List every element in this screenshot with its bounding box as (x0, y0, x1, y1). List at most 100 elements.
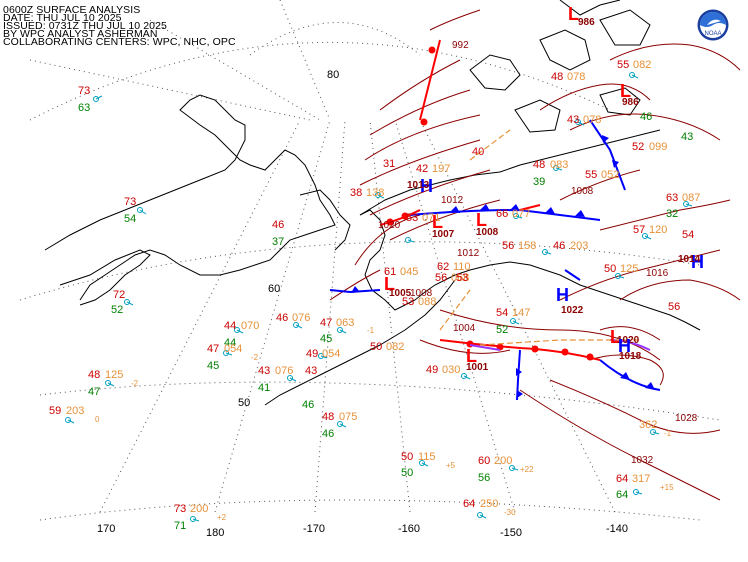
station-temp: 53 (402, 296, 414, 308)
station-pressure: 115 (418, 451, 436, 463)
station-tendency: -30 (504, 508, 516, 517)
station-temp: 56 (435, 272, 447, 284)
meridian-m170 (314, 119, 346, 513)
station-tendency: -2 (251, 353, 259, 362)
station-temp: 56 (502, 240, 514, 252)
station-temp: 55 (585, 169, 597, 181)
isobar-label: 1012 (441, 195, 464, 206)
station-temp: 54 (496, 307, 508, 319)
cold-front-teeth (351, 135, 655, 398)
station-temp: 46 (272, 219, 284, 231)
station-temp: 48 (551, 71, 563, 83)
station-pressure: 250 (480, 498, 498, 510)
station-pressure: 110 (453, 261, 471, 273)
station-temp: 48 (533, 159, 545, 171)
isobar-label: 1028 (675, 413, 698, 424)
station-pressure: 087 (682, 192, 700, 204)
arctic-islands-c (599, 9, 651, 46)
lon-label-m170: -170 (303, 523, 325, 535)
station-pressure: 138 (366, 187, 384, 199)
station-dew: 32 (666, 208, 678, 220)
latitude-line-50 (39, 381, 721, 421)
low-center-symbol: L (568, 4, 579, 24)
station-pressure: 075 (339, 411, 357, 423)
station-temp: 73 (124, 196, 136, 208)
low-center-value: 1020 (617, 335, 640, 346)
station-temp: 56 (668, 301, 680, 313)
station-temp: 73 (78, 85, 90, 97)
alaska-north-coast (359, 171, 501, 216)
station-tendency: +2 (217, 513, 227, 522)
isobar-label: 1004 (453, 323, 476, 334)
station-temp: 63 (666, 192, 678, 204)
station-temp: 59 (49, 405, 61, 417)
latitude-line-80 (249, 22, 421, 56)
noaa-logo-text: NOAA (704, 31, 721, 37)
station-pressure: 125 (105, 369, 123, 381)
low-center-symbol: L (620, 81, 631, 101)
kamchatka-coast (59, 249, 151, 306)
high-center-value: 1018 (619, 351, 642, 362)
station-temp: 43 (681, 131, 693, 143)
station-pressure: 054 (322, 348, 340, 360)
station-temp: 43 (305, 365, 317, 377)
station-temp: 42 (416, 163, 428, 175)
station-dew: 47 (88, 386, 100, 398)
station-pressure: 088 (418, 296, 436, 308)
station-pressure: 052 (601, 169, 619, 181)
low-center-symbol: L (466, 346, 477, 366)
low-center-value: 1007 (432, 229, 455, 240)
low-center-symbol: L (432, 212, 443, 232)
low-center-value: 1005 (389, 288, 412, 299)
station-pressure: 158 (518, 240, 536, 252)
alaska-peninsula (264, 279, 456, 406)
lon-label-m150: -150 (500, 527, 522, 539)
station-pressure: 203 (570, 240, 588, 252)
alaska-west-coast (359, 209, 456, 311)
station-dew: 45 (207, 360, 219, 372)
station-pressure: 063 (336, 317, 354, 329)
station-tendency: 0 (95, 415, 100, 424)
isobar-label: 1008 (571, 186, 594, 197)
station-temp: 31 (383, 158, 395, 170)
station-temp: 46 (640, 111, 652, 123)
station-temp: 46 (553, 240, 565, 252)
station-tendency: -1 (367, 326, 375, 335)
low-center-symbol: L (610, 327, 621, 347)
station-temp: 60 (478, 455, 490, 467)
station-pressure: 054 (224, 343, 242, 355)
meridian-180 (214, 119, 331, 513)
station-pressure: 200 (190, 503, 208, 515)
station-dew: 46 (302, 399, 314, 411)
station-pressure: 078 (583, 114, 601, 126)
warm-front-bumps (386, 46, 594, 361)
station-temp: 43 (258, 365, 270, 377)
station-tendency: +22 (520, 465, 534, 474)
station-temp: 72 (113, 289, 125, 301)
station-temp: 44 (224, 320, 236, 332)
station-dew: 54 (124, 213, 136, 225)
header-line-5: COLLABORATING CENTERS: WPC, NHC, OPC (3, 36, 236, 48)
header-line-4: BY WPC ANALYST ASHERMAN (3, 28, 158, 40)
high-center-symbol: H (691, 252, 704, 272)
high-center-value: 1014 (678, 254, 701, 265)
station-tendency: -2 (131, 379, 139, 388)
station-pressure: 317 (632, 473, 650, 485)
low-center-value: 1008 (476, 227, 499, 238)
high-center-value: 1013 (407, 180, 430, 191)
station-pressure: 045 (400, 266, 418, 278)
station-pressure: 197 (432, 163, 450, 175)
station-dew: 52 (496, 324, 508, 336)
high-center-value: 1022 (561, 305, 584, 316)
station-dew: 45 (320, 333, 332, 345)
high-center-symbol: H (420, 176, 433, 196)
station-temp: 48 (88, 369, 100, 381)
station-observations: 73 63 46 37 72 52 73 54 44 070 44 47 054… (49, 59, 700, 532)
occluded-fronts (469, 339, 651, 351)
station-temp: 62 (437, 261, 449, 273)
meridian-170 (99, 119, 301, 513)
arctic-islands-b (539, 29, 591, 71)
chukotka-coast (299, 189, 351, 251)
station-pressure: 076 (275, 365, 293, 377)
